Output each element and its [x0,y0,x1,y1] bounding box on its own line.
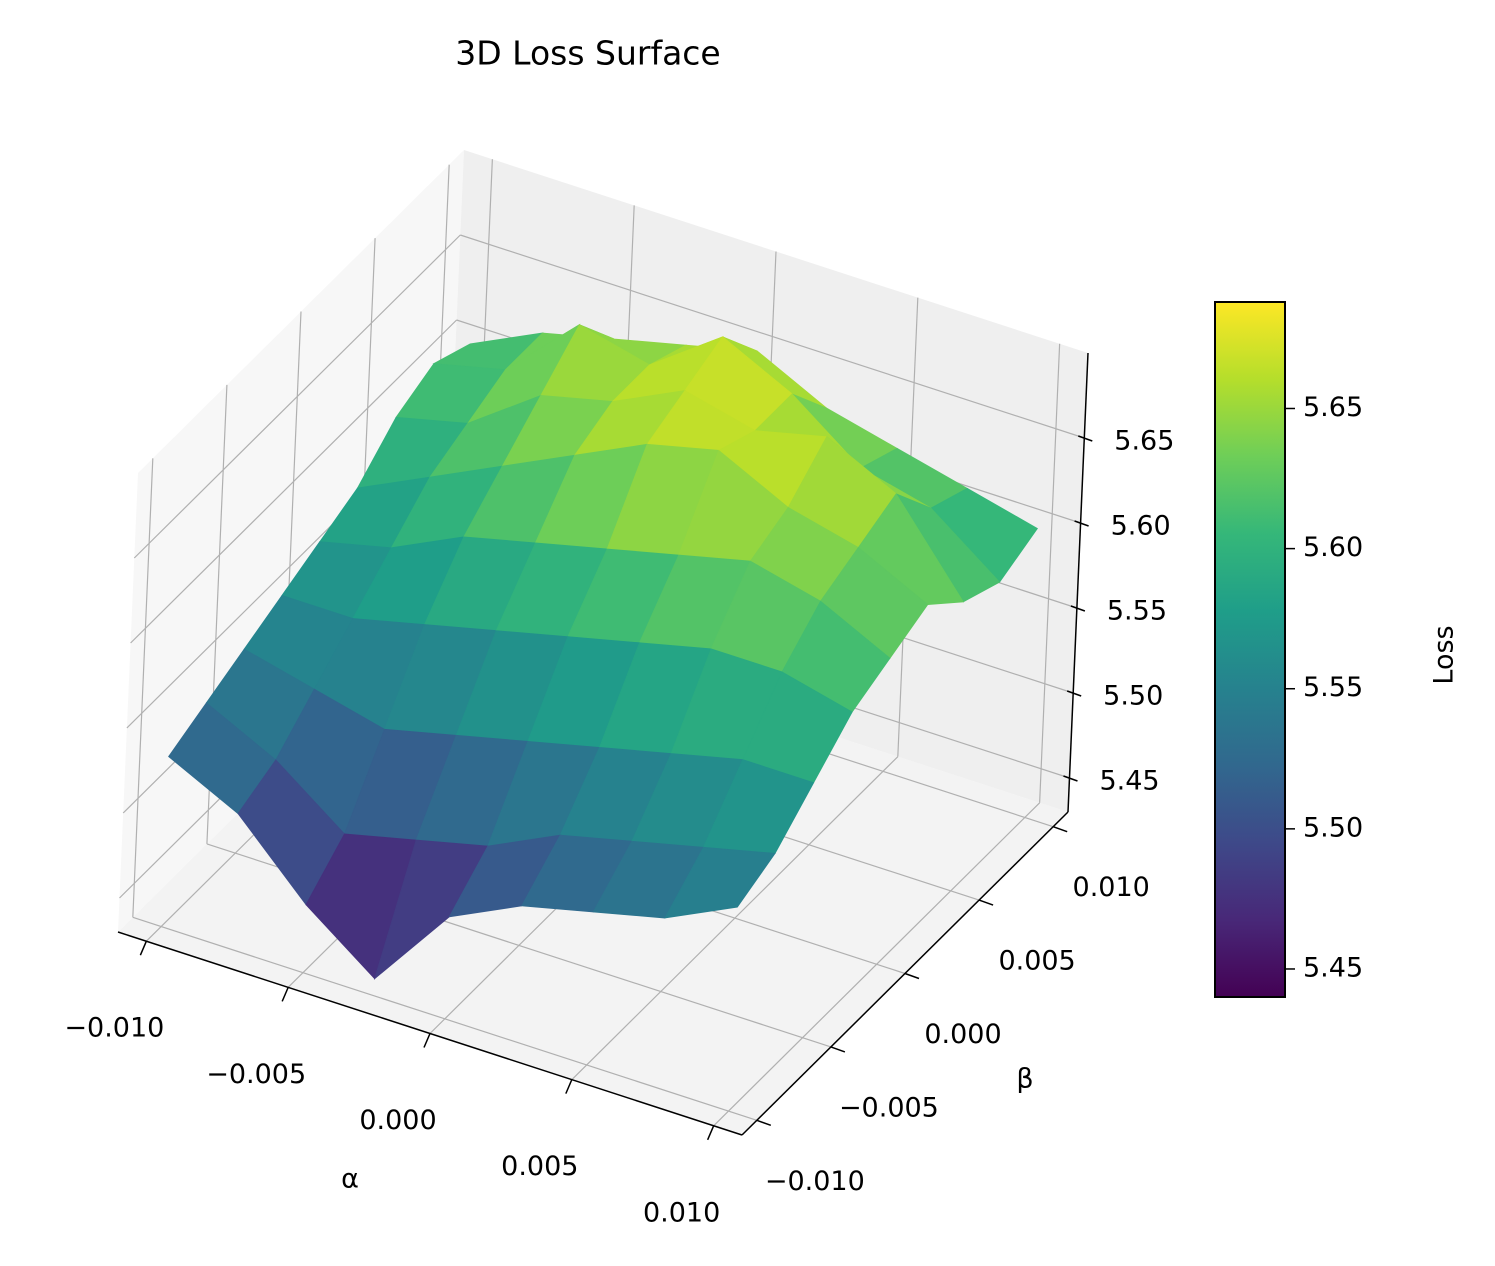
y-tick [756,1119,772,1127]
z-tick-label: 5.50 [1103,681,1163,712]
x-tick [706,1125,715,1141]
grid-line [1039,343,1061,803]
y-tick [830,1046,846,1053]
z-tick-label: 5.60 [1111,511,1171,542]
surface-patch [664,846,776,919]
axis-line [117,931,743,1136]
colorbar-tick-label: 5.65 [1303,392,1363,423]
colorbar [1214,301,1286,998]
colorbar-tick-label: 5.45 [1303,952,1363,983]
colorbar-tick-label: 5.55 [1303,672,1363,703]
x-tick-label: 0.010 [643,1197,720,1228]
x-tick [565,1079,573,1094]
z-tick-label: 5.65 [1114,426,1174,457]
grid-line [130,319,458,644]
x-tick [423,1033,431,1048]
x-tick-label: −0.010 [64,1013,164,1044]
x-tick-label: −0.005 [206,1059,306,1090]
grid-line [133,234,461,559]
y-tick [1052,825,1068,833]
axis-line [741,811,1069,1136]
z-tick [1074,520,1089,527]
grid-line [132,916,758,1121]
axis-line [1067,352,1089,813]
x-tick-label: 0.000 [359,1105,436,1136]
y-tick-label: −0.005 [839,1092,939,1123]
grid-line [132,458,154,918]
y-tick [978,899,994,906]
y-tick [904,972,920,980]
z-tick [1070,605,1086,612]
z-tick [1063,775,1078,782]
y-tick-label: 0.005 [998,946,1075,977]
y-tick-label: 0.000 [924,1019,1001,1050]
x-axis-label: α [341,1164,359,1195]
colorbar-tick-label: 5.50 [1303,812,1363,843]
z-tick [1078,435,1093,442]
colorbar-label: Loss [1429,625,1460,684]
colorbar-tick-label: 5.60 [1303,532,1363,563]
z-tick-label: 5.55 [1107,596,1167,627]
x-tick [281,987,289,1002]
z-tick [1066,690,1082,697]
y-axis-label: β [1016,1064,1033,1095]
z-tick-label: 5.45 [1099,766,1159,797]
y-tick-label: −0.010 [765,1166,865,1197]
chart-title: 3D Loss Surface [455,34,720,73]
y-tick-label: 0.010 [1073,872,1150,903]
grid-line [460,234,1085,439]
x-tick [139,940,148,956]
x-tick-label: 0.005 [501,1151,578,1182]
